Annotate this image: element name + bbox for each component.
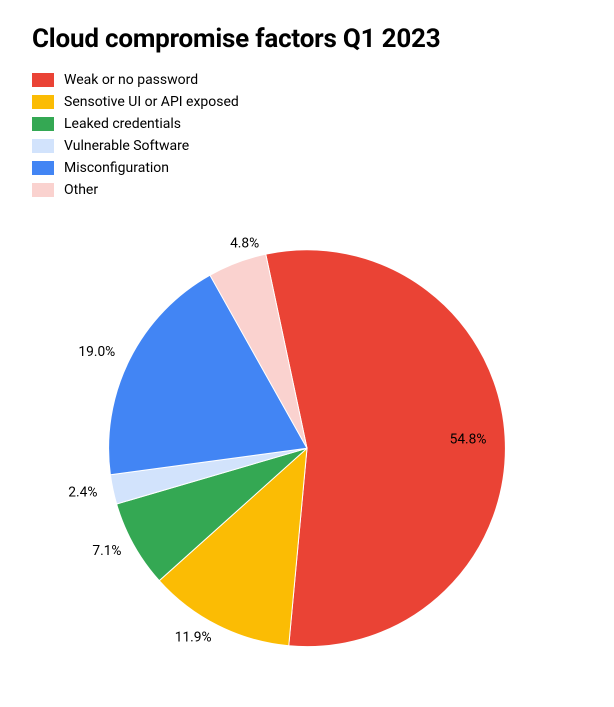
legend-item: Leaked credentials <box>32 116 582 132</box>
legend-item: Vulnerable Software <box>32 138 582 154</box>
legend-swatch <box>32 161 54 175</box>
legend-label: Sensotive UI or API exposed <box>64 94 239 110</box>
legend: Weak or no password Sensotive UI or API e… <box>32 72 582 198</box>
pie-chart-area: 54.8% 11.9% 7.1% 2.4% 19.0% 4.8% <box>32 226 582 696</box>
legend-swatch <box>32 139 54 153</box>
slice-label: 7.1% <box>92 543 121 559</box>
legend-swatch <box>32 73 54 87</box>
slice-label: 2.4% <box>68 484 97 500</box>
legend-label: Misconfiguration <box>64 160 169 176</box>
slice-label: 11.9% <box>175 630 212 646</box>
slice-label: 4.8% <box>230 236 259 252</box>
legend-item: Misconfiguration <box>32 160 582 176</box>
pie-chart: 54.8% 11.9% 7.1% 2.4% 19.0% 4.8% <box>32 226 582 696</box>
legend-item: Weak or no password <box>32 72 582 88</box>
legend-item: Sensotive UI or API exposed <box>32 94 582 110</box>
legend-label: Leaked credentials <box>64 116 181 132</box>
chart-title: Cloud compromise factors Q1 2023 <box>32 24 582 54</box>
legend-label: Other <box>64 182 98 198</box>
legend-item: Other <box>32 182 582 198</box>
legend-swatch <box>32 95 54 109</box>
slice-label: 19.0% <box>78 344 115 360</box>
legend-label: Vulnerable Software <box>64 138 189 154</box>
slice-label: 54.8% <box>450 431 487 447</box>
legend-swatch <box>32 117 54 131</box>
legend-label: Weak or no password <box>64 72 198 88</box>
legend-swatch <box>32 183 54 197</box>
